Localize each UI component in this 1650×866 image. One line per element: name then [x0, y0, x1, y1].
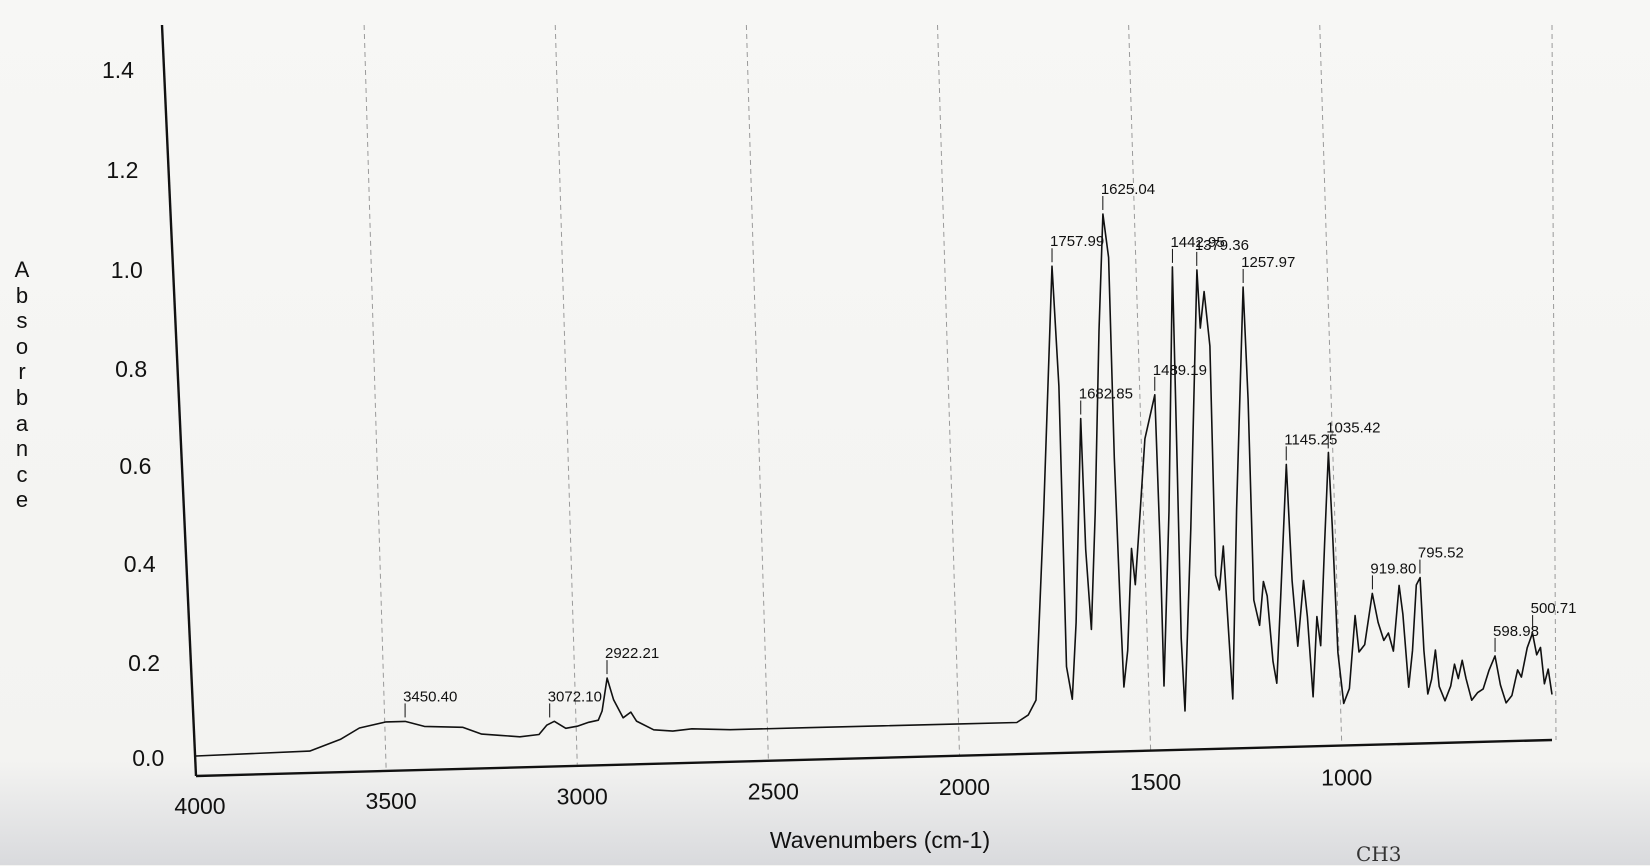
- peak-label: 500.71: [1531, 600, 1577, 617]
- y-axis-label-letter: s: [16, 308, 28, 334]
- x-tick-label: 2000: [939, 774, 990, 800]
- peak-label: 3072.10: [548, 688, 602, 705]
- peak-label: 1682.85: [1079, 386, 1133, 403]
- x-tick-label: 3500: [366, 788, 417, 814]
- y-axis-label-letter: o: [15, 333, 29, 359]
- y-axis-label-letter: A: [14, 257, 30, 282]
- grid-lines: [363, 24, 1557, 770]
- peak-label: 1145.25: [1284, 431, 1337, 448]
- peak-label: 919.80: [1370, 560, 1416, 577]
- x-tick-labels: 4000 3500 3000 2500 2000 1500 1000: [174, 764, 1372, 819]
- x-grid-line: [554, 24, 578, 765]
- y-tick-label: 0.8: [115, 356, 147, 382]
- y-axis-label-letter: c: [16, 461, 28, 487]
- peak-label: 2922.21: [605, 645, 659, 662]
- x-grid-line: [937, 24, 961, 755]
- y-axis-label-letter: b: [15, 384, 29, 410]
- y-tick-label: 0.6: [119, 453, 151, 479]
- x-axis-line: [195, 738, 1553, 778]
- y-tick-label: 1.2: [106, 157, 138, 183]
- x-tick-label: 1500: [1130, 769, 1181, 795]
- handwritten-note: CH3: [1356, 842, 1402, 866]
- x-grid-line: [1319, 24, 1343, 746]
- x-grid-line: [363, 24, 387, 770]
- peak-label: 1442.95: [1170, 234, 1224, 251]
- peak-label: 1757.99: [1050, 233, 1104, 250]
- y-axis-label-letter: r: [18, 359, 26, 385]
- y-tick-label: 1.4: [102, 57, 134, 83]
- y-tick-label: 0.4: [124, 551, 156, 577]
- x-grid-line: [1128, 24, 1152, 751]
- peak-label: 1379.36: [1195, 237, 1249, 254]
- y-tick-label: 1.0: [111, 257, 143, 283]
- y-axis-label-letter: n: [15, 436, 29, 462]
- y-axis-label-letter: b: [15, 282, 29, 308]
- y-tick-labels: 0.0 0.2 0.4 0.6 0.8 1.0 1.2 1.4: [102, 57, 164, 771]
- peak-label: 795.52: [1418, 545, 1464, 562]
- y-axis-label-letter: a: [15, 410, 29, 436]
- peak-label: 3450.40: [403, 688, 457, 705]
- y-axis-label-letter: e: [15, 487, 29, 513]
- axes: [160, 24, 1553, 778]
- x-grid-line: [1551, 24, 1557, 741]
- peak-annotations: 3450.40 3072.10 2922.21 1757.99 1682.85 1625.…: [403, 181, 1577, 718]
- y-tick-label: 0.0: [132, 745, 164, 771]
- x-axis-title: Wavenumbers (cm-1): [770, 827, 990, 853]
- x-grid-line: [745, 24, 769, 760]
- peak-label: 1257.97: [1241, 254, 1295, 271]
- y-axis-line: [160, 24, 198, 777]
- x-tick-label: 4000: [174, 793, 225, 819]
- x-tick-label: 1000: [1321, 764, 1372, 790]
- x-tick-label: 3000: [557, 783, 608, 809]
- peak-label: 1625.04: [1101, 181, 1155, 198]
- peak-label: 1035.42: [1326, 419, 1380, 436]
- x-tick-label: 2500: [748, 779, 799, 805]
- absorbance-series-line: [195, 213, 1553, 757]
- y-tick-label: 0.2: [128, 650, 160, 676]
- peak-label: 1489.19: [1153, 362, 1207, 379]
- peak-label: 598.98: [1493, 623, 1539, 640]
